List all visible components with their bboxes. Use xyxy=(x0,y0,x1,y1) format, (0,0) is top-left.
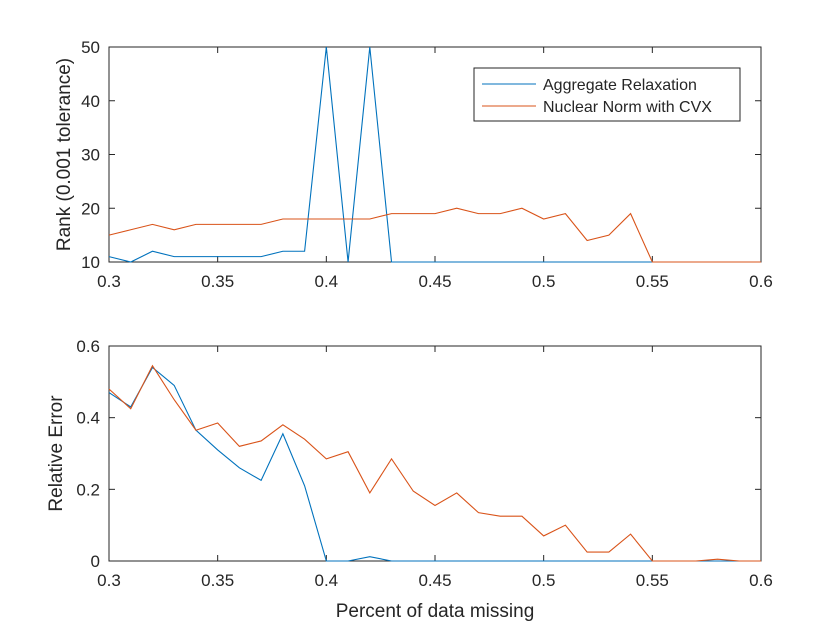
chart-2: 0.3 0.35 0.4 0.45 0.5 0.55 0.6 0 0.2 0.4 0.6 Relati… xyxy=(46,337,773,622)
x-tick-label: 0.4 xyxy=(315,272,339,291)
legend-label-2: Nuclear Norm with CVX xyxy=(543,99,712,116)
x-axis-label: Percent of data missing xyxy=(336,601,535,622)
plots: 0.3 0.35 0.4 0.45 0.5 0.55 0.6 10 20 30 40 50 Rank (… xyxy=(46,38,773,622)
series-line-2 xyxy=(108,207,761,263)
legend-box xyxy=(473,67,741,122)
legend: Aggregate Relaxation Nuclear Norm with CV… xyxy=(473,67,741,122)
y-tick-label: 40 xyxy=(81,92,100,111)
x-tick-label: 0.35 xyxy=(201,272,234,291)
y-tick-label: 0 xyxy=(91,552,100,571)
x-tick-label: 0.6 xyxy=(749,571,773,590)
y-tick-label: 50 xyxy=(81,38,100,57)
y-tick-label: 10 xyxy=(81,253,100,272)
chart-1: 0.3 0.35 0.4 0.45 0.5 0.55 0.6 10 20 30 40 50 Rank (… xyxy=(54,38,773,291)
x-tick-label: 0.45 xyxy=(418,571,451,590)
y-tick-label: 0.6 xyxy=(76,337,100,356)
y-tick-label: 0.2 xyxy=(76,480,100,499)
x-tick-label: 0.6 xyxy=(749,272,773,291)
axes-box xyxy=(108,345,762,562)
x-tick-label: 0.35 xyxy=(201,571,234,590)
legend-label-1: Aggregate Relaxation xyxy=(543,77,697,94)
x-tick-label: 0.45 xyxy=(418,272,451,291)
x-tick-label: 0.55 xyxy=(636,272,669,291)
series-line-2 xyxy=(108,364,761,562)
y-axis-label: Rank (0.001 tolerance) xyxy=(54,58,75,251)
x-tick-label: 0.3 xyxy=(97,571,121,590)
y-tick-label: 0.4 xyxy=(76,409,100,428)
y-tick-label: 20 xyxy=(81,199,100,218)
x-tick-label: 0.55 xyxy=(636,571,669,590)
x-tick-label: 0.5 xyxy=(532,571,556,590)
x-tick-label: 0.5 xyxy=(532,272,556,291)
y-axis-label: Relative Error xyxy=(46,395,67,512)
x-tick-label: 0.4 xyxy=(315,571,339,590)
x-tick-label: 0.3 xyxy=(97,272,121,291)
y-tick-label: 30 xyxy=(81,146,100,165)
